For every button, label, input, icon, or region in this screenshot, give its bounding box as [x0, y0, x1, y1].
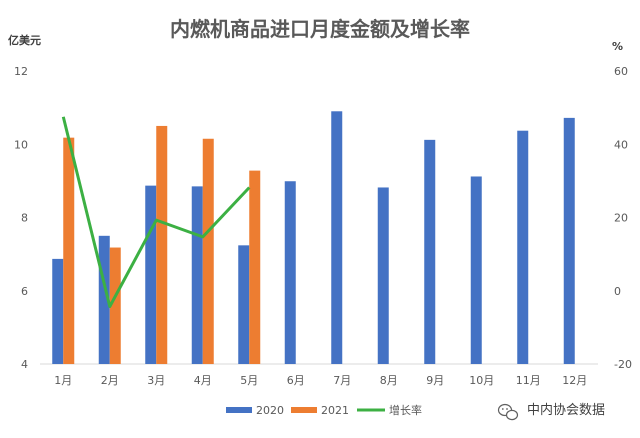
- x-tick-label: 12月: [562, 374, 587, 387]
- right-tick-label: 40: [614, 138, 628, 151]
- left-tick-label: 12: [14, 65, 28, 78]
- growth-rate-line: [61, 116, 251, 308]
- x-tick-label: 9月: [426, 374, 444, 387]
- right-tick-labels: -20 0 20 40 60: [614, 65, 632, 371]
- x-tick-label: 5月: [240, 374, 258, 387]
- chart-title: 内燃机商品进口月度金额及增长率: [170, 17, 470, 41]
- x-tick-label: 7月: [333, 374, 351, 387]
- x-tick-label: 3月: [147, 374, 165, 387]
- left-tick-label: 6: [21, 285, 28, 298]
- bar-2020-4月: [191, 186, 203, 364]
- bar-2020-12月: [563, 117, 575, 364]
- left-tick-label: 10: [14, 138, 28, 151]
- legend-label-growth: 增长率: [389, 403, 422, 417]
- left-tick-labels: 4 6 8 10 12: [14, 65, 28, 371]
- legend-swatch-2021: [291, 407, 317, 413]
- legend-swatch-2020: [226, 407, 252, 413]
- x-tick-label: 2月: [101, 374, 119, 387]
- bar-2021-4月: [202, 138, 214, 364]
- bar-2020-7月: [331, 111, 343, 364]
- bar-2021-3月: [156, 125, 168, 364]
- left-tick-label: 4: [21, 358, 28, 371]
- wechat-icon: [497, 403, 519, 421]
- right-tick-label: 60: [614, 65, 628, 78]
- x-tick-label: 1月: [54, 374, 72, 387]
- x-tick-label: 11月: [516, 374, 541, 387]
- x-tick-label: 4月: [194, 374, 212, 387]
- bar-2020-11月: [517, 130, 529, 364]
- left-tick-label: 8: [21, 212, 28, 225]
- bar-2021-1月: [63, 137, 75, 364]
- bar-2020-1月: [52, 258, 64, 364]
- bar-2020-9月: [424, 139, 436, 364]
- legend-label-2020: 2020: [256, 404, 284, 417]
- right-tick-label: -20: [614, 358, 632, 371]
- bar-2021-2月: [109, 247, 121, 364]
- x-tick-label: 10月: [469, 374, 494, 387]
- bar-2020-8月: [377, 187, 389, 364]
- x-tick-label: 8月: [380, 374, 398, 387]
- bars: [52, 111, 575, 364]
- bar-2020-5月: [238, 245, 250, 364]
- right-tick-label: 0: [614, 285, 621, 298]
- x-tick-label: 6月: [287, 374, 305, 387]
- bar-2020-3月: [145, 185, 157, 364]
- right-axis-unit: %: [612, 40, 623, 53]
- bar-2021-5月: [249, 170, 261, 364]
- watermark: 中内协会数据: [497, 402, 605, 421]
- legend-label-2021: 2021: [321, 404, 349, 417]
- growth-line-group: [61, 116, 251, 308]
- bar-2020-10月: [470, 176, 482, 364]
- left-axis-unit: 亿美元: [8, 33, 41, 47]
- watermark-text: 中内协会数据: [527, 402, 605, 418]
- legend: 2020 2021 增长率: [226, 403, 422, 417]
- right-tick-label: 20: [614, 212, 628, 225]
- bar-2020-2月: [98, 235, 110, 364]
- bar-2020-6月: [284, 181, 296, 364]
- x-tick-labels: 1月 2月 3月 4月 5月 6月 7月 8月 9月 10月 11月 12月: [54, 374, 587, 387]
